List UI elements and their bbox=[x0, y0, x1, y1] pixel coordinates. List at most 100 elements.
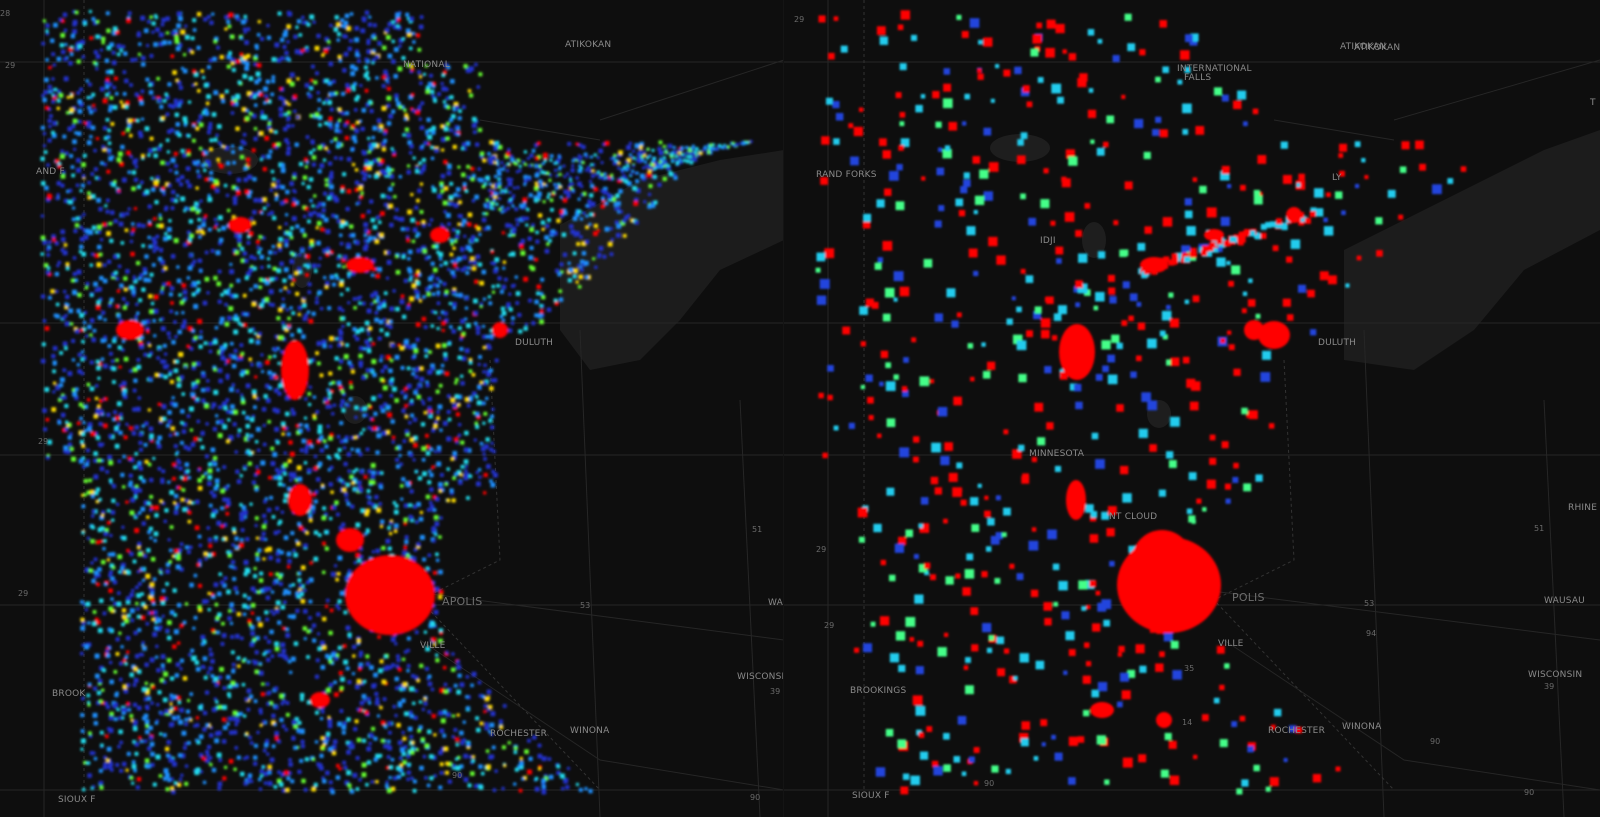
heat-cell bbox=[296, 594, 302, 599]
heat-cell bbox=[409, 452, 414, 458]
heat-cell bbox=[275, 467, 280, 473]
heat-cell bbox=[83, 310, 87, 315]
heat-cell bbox=[147, 220, 152, 224]
heat-cell bbox=[236, 17, 241, 22]
heat-cell bbox=[124, 228, 129, 232]
heat-cell bbox=[519, 765, 524, 770]
heat-cell bbox=[364, 10, 370, 15]
heat-cell bbox=[442, 281, 447, 286]
heat-cell bbox=[446, 498, 451, 503]
heat-cell bbox=[314, 674, 320, 679]
heat-cell bbox=[241, 505, 247, 510]
heat-cell bbox=[435, 343, 441, 349]
heat-cell bbox=[401, 252, 407, 258]
heat-cell bbox=[296, 430, 301, 435]
heat-cell bbox=[368, 160, 374, 166]
left-map-canvas[interactable]: ATIKOKAN NATIONAL AND F DULUTH APOLIS VI… bbox=[0, 0, 784, 817]
heat-cell bbox=[258, 708, 263, 713]
heat-cell bbox=[324, 604, 329, 608]
heat-cell bbox=[266, 507, 272, 513]
heat-cell bbox=[84, 462, 90, 467]
heat-cell bbox=[296, 465, 302, 471]
heat-cell bbox=[262, 513, 267, 519]
heat-cell bbox=[255, 635, 260, 641]
heat-cell bbox=[81, 531, 85, 535]
heat-cell bbox=[131, 222, 135, 226]
heat-cell bbox=[325, 246, 331, 251]
heat-cell bbox=[410, 193, 414, 197]
heat-cell bbox=[452, 107, 457, 112]
heat-cell bbox=[107, 91, 112, 95]
heat-cell bbox=[268, 555, 273, 561]
heat-cell bbox=[292, 94, 298, 99]
heat-cell bbox=[41, 93, 45, 98]
heat-cell bbox=[536, 171, 540, 175]
left-heatmap-panel[interactable]: ATIKOKAN NATIONAL AND F DULUTH APOLIS VI… bbox=[0, 0, 784, 817]
heat-cell bbox=[359, 407, 365, 412]
heat-cell bbox=[567, 190, 571, 194]
heat-cell bbox=[497, 181, 502, 186]
heat-cell bbox=[188, 545, 193, 550]
heat-cell bbox=[350, 271, 356, 276]
heat-cell bbox=[81, 643, 85, 647]
heat-cell bbox=[166, 740, 171, 745]
heat-cell bbox=[524, 749, 529, 754]
heat-cell bbox=[88, 734, 93, 738]
heat-cell bbox=[157, 617, 162, 623]
heat-cell bbox=[295, 591, 299, 595]
heat-cell bbox=[381, 147, 386, 152]
heat-cell bbox=[388, 172, 392, 176]
heat-cell bbox=[180, 196, 186, 202]
heat-cell bbox=[406, 648, 410, 653]
heat-cell bbox=[452, 451, 458, 456]
heat-cell bbox=[102, 263, 107, 267]
heat-cell bbox=[294, 270, 299, 276]
heat-cell bbox=[540, 277, 545, 282]
heat-cell bbox=[181, 311, 185, 315]
heat-cell bbox=[150, 187, 156, 192]
heat-cell bbox=[394, 98, 399, 102]
heat-cell bbox=[230, 34, 235, 40]
heat-cell bbox=[407, 749, 413, 755]
heat-cell bbox=[227, 288, 231, 292]
heat-cell bbox=[394, 93, 399, 98]
heat-cell bbox=[87, 195, 92, 200]
heat-cell bbox=[441, 225, 446, 230]
heat-cell bbox=[383, 69, 388, 75]
heat-cell bbox=[222, 424, 228, 430]
heat-cell bbox=[74, 131, 78, 135]
heat-cell bbox=[338, 767, 342, 771]
heat-cell bbox=[208, 58, 213, 63]
heat-cell bbox=[370, 463, 376, 468]
heat-cell bbox=[225, 439, 230, 444]
heat-cell bbox=[286, 776, 291, 781]
heat-cell bbox=[124, 655, 129, 659]
heat-cell bbox=[277, 307, 283, 313]
heat-cell bbox=[353, 82, 357, 86]
heat-cell bbox=[349, 364, 354, 369]
heat-cell bbox=[413, 442, 418, 448]
heat-cell bbox=[383, 364, 388, 370]
heat-cell bbox=[273, 530, 278, 535]
heat-cell bbox=[386, 103, 391, 108]
heat-cell bbox=[94, 673, 100, 679]
heat-cell bbox=[305, 253, 311, 259]
heat-cell bbox=[377, 128, 382, 132]
heat-cell bbox=[256, 245, 260, 250]
heat-cell bbox=[419, 366, 424, 371]
heat-cell bbox=[178, 85, 183, 90]
heat-cell bbox=[416, 501, 421, 507]
heat-cell bbox=[237, 321, 241, 326]
heat-cell bbox=[136, 669, 142, 674]
heat-cell bbox=[131, 186, 136, 191]
heat-cell bbox=[482, 452, 486, 456]
heat-cell bbox=[520, 238, 526, 244]
heat-cell bbox=[207, 130, 211, 135]
heat-cell bbox=[200, 69, 205, 73]
heat-cell bbox=[125, 500, 129, 504]
heat-cell bbox=[220, 144, 224, 148]
heat-cell bbox=[673, 175, 678, 180]
heat-cell bbox=[412, 227, 418, 233]
heat-cell bbox=[214, 738, 220, 744]
heat-cell bbox=[302, 303, 307, 308]
